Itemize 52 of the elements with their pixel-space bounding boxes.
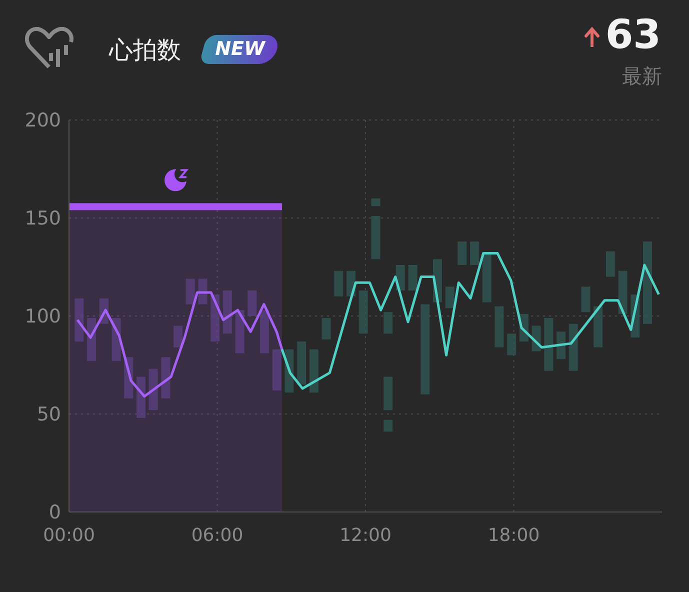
x-tick-label: 06:00	[191, 524, 244, 546]
bar	[544, 318, 554, 371]
y-tick-label: 200	[24, 110, 61, 132]
bar	[408, 265, 418, 291]
y-tick-label: 150	[24, 208, 61, 230]
bar	[568, 324, 578, 371]
bar	[458, 242, 467, 266]
y-tick-label: 50	[36, 404, 61, 426]
x-tick-label: 18:00	[488, 524, 540, 546]
bar	[74, 298, 84, 342]
bar	[248, 290, 257, 316]
bar	[371, 198, 380, 206]
bar	[606, 251, 615, 277]
bar	[643, 242, 652, 324]
bar	[136, 376, 146, 418]
x-tick-label: 12:00	[340, 524, 392, 546]
text: NEW	[214, 38, 267, 60]
y-tick-label: 0	[48, 502, 61, 524]
y-tick-label: 100	[24, 306, 61, 328]
bar	[507, 334, 516, 356]
bar	[384, 376, 393, 410]
bar	[371, 216, 380, 260]
bar	[384, 420, 393, 432]
bar	[581, 286, 590, 312]
bar	[334, 270, 344, 296]
text: 63	[605, 12, 661, 58]
bar	[594, 306, 603, 348]
line-series	[280, 252, 660, 390]
line-series	[76, 291, 284, 398]
x-tick-label: 00:00	[43, 524, 95, 546]
bar	[384, 312, 393, 334]
bar	[174, 326, 183, 348]
bar	[161, 357, 170, 398]
bar	[297, 341, 306, 385]
bar	[148, 368, 158, 410]
bar	[235, 310, 244, 354]
bar	[618, 270, 628, 314]
bar	[494, 306, 504, 348]
bar	[482, 253, 492, 302]
bar	[186, 278, 195, 304]
bar	[470, 242, 480, 266]
bar	[222, 290, 232, 334]
bar	[309, 349, 318, 392]
bar	[358, 290, 368, 334]
bar	[445, 286, 454, 308]
text: 最新	[622, 63, 662, 90]
bar	[322, 318, 331, 340]
bar	[272, 349, 282, 390]
chart-title: 心拍数	[109, 35, 181, 66]
bar	[556, 332, 566, 360]
bar	[260, 310, 270, 354]
bar	[420, 304, 430, 394]
